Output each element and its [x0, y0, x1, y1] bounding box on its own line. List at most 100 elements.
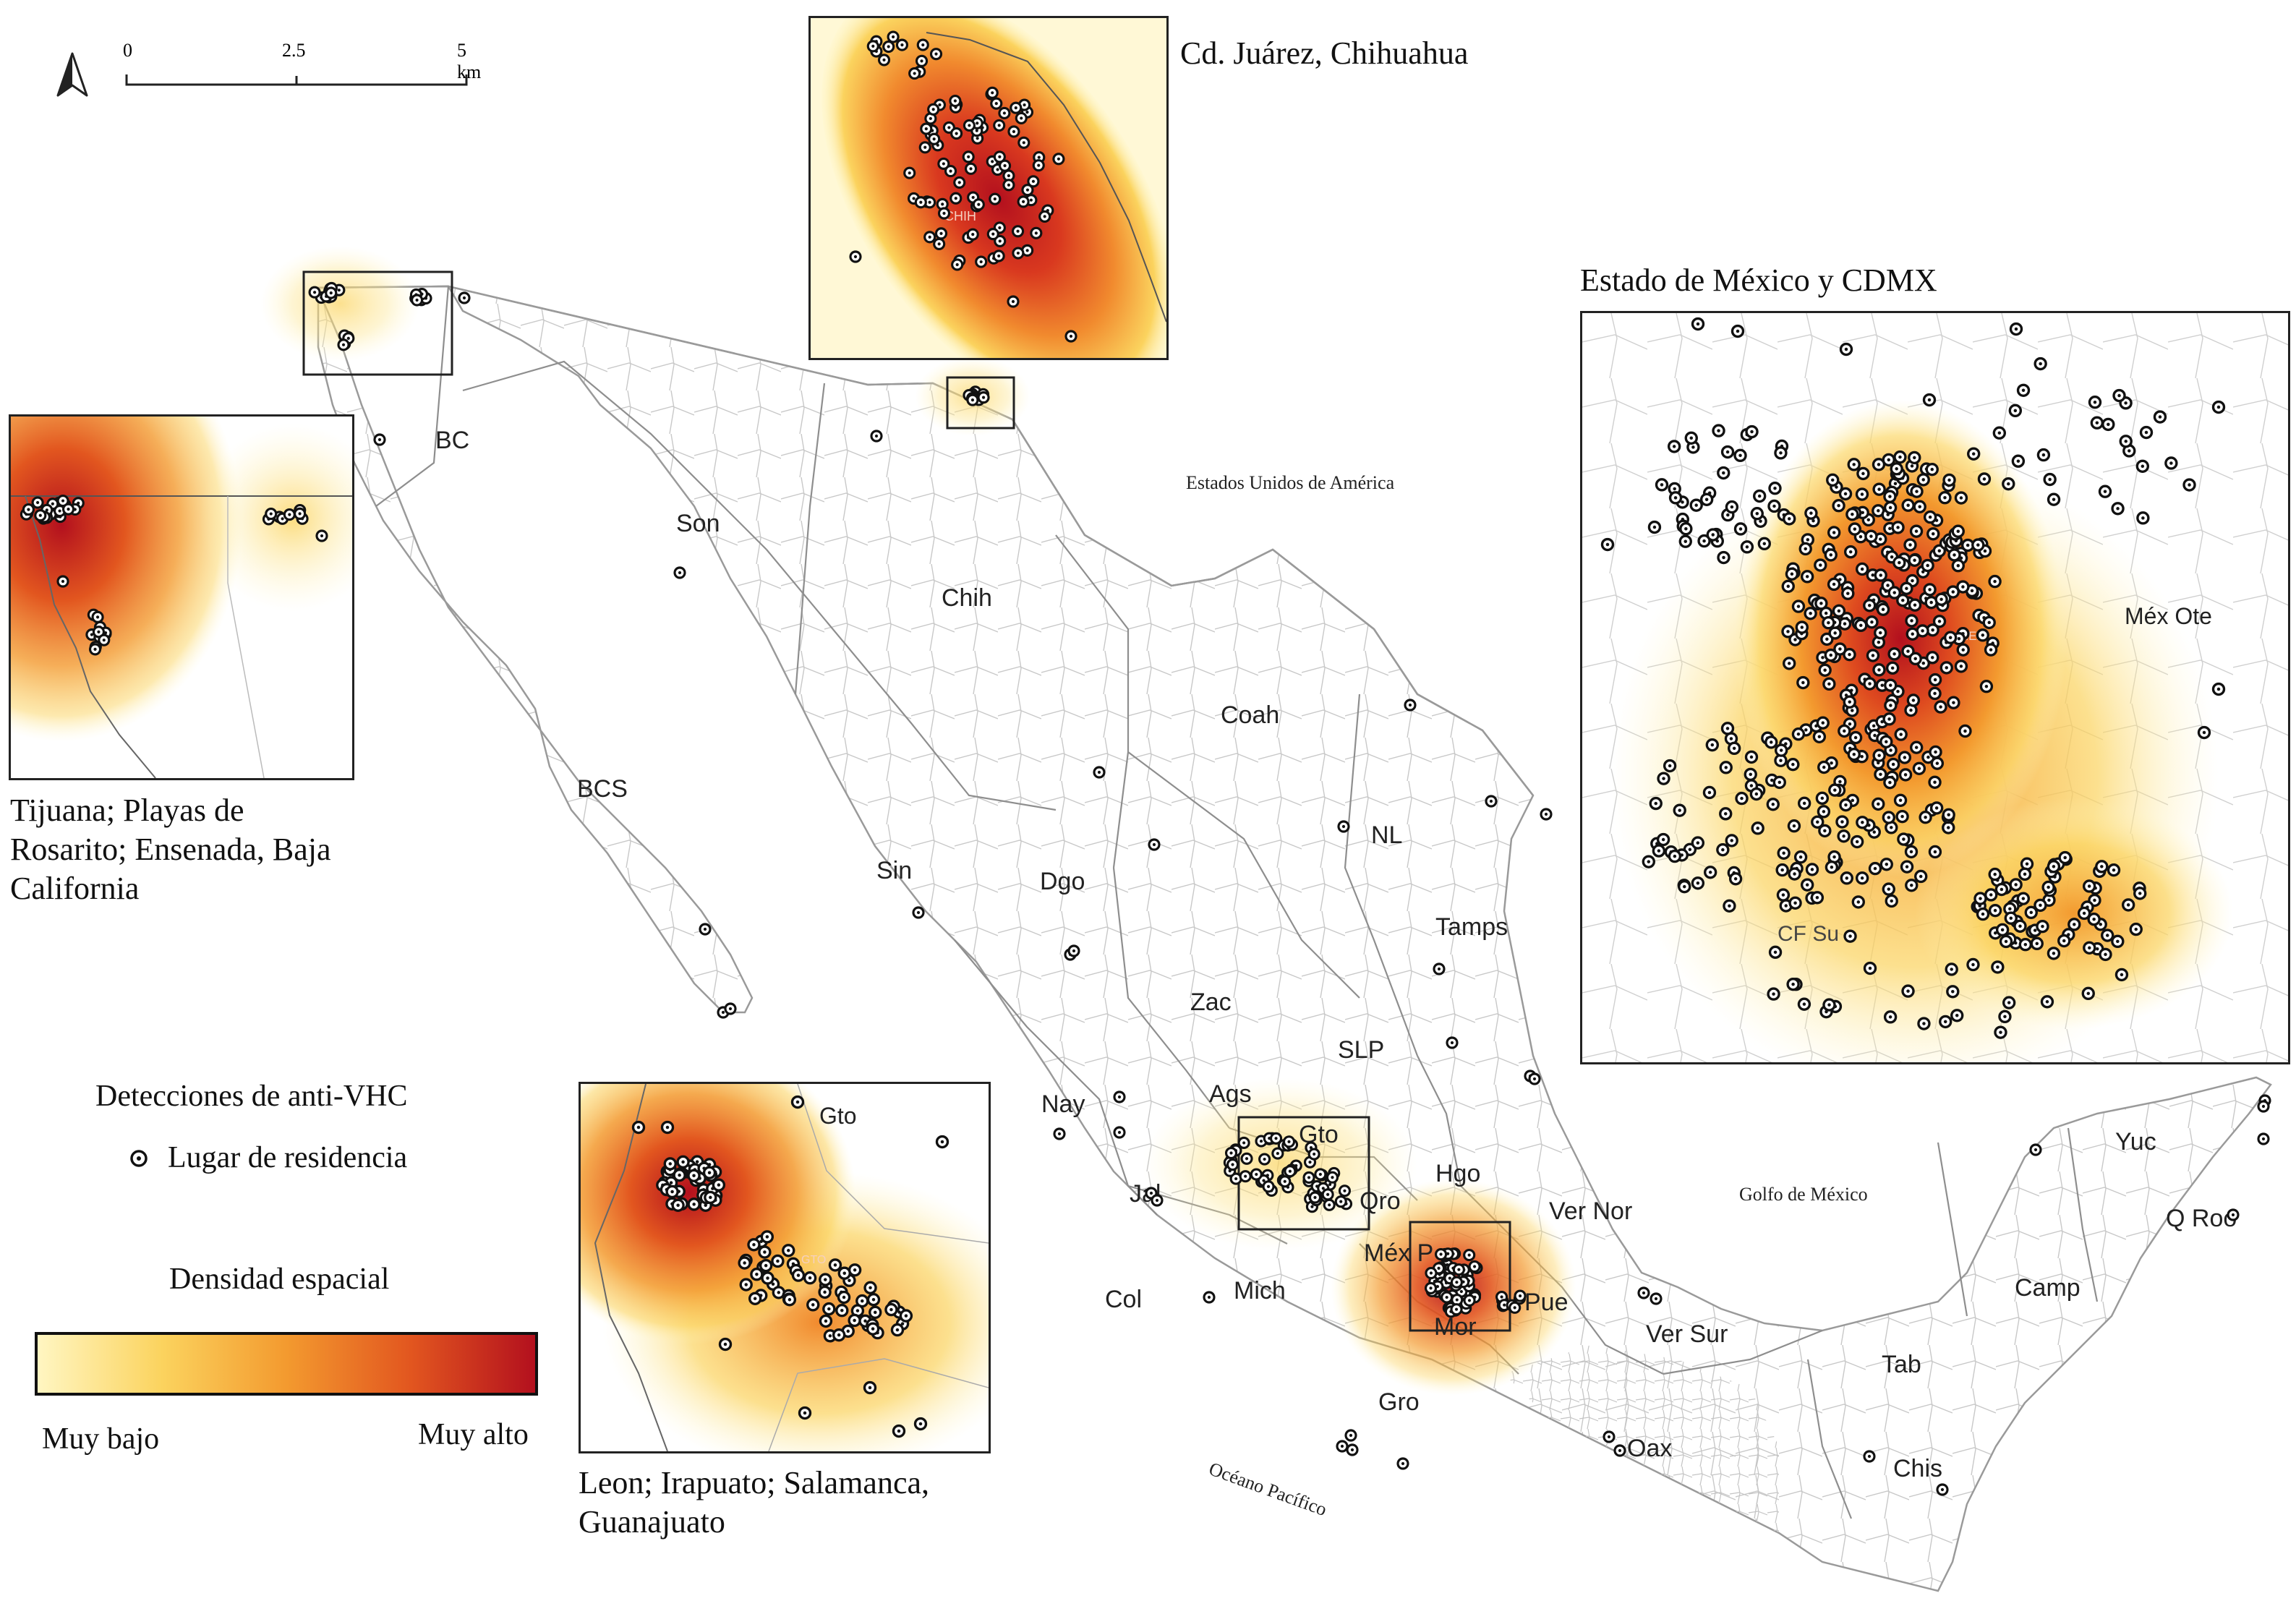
residence-point-center: [979, 260, 983, 264]
residence-point-center: [2033, 1148, 2038, 1152]
residence-point-center: [955, 132, 958, 135]
residence-point-center: [1931, 532, 1935, 536]
residence-point-center: [2013, 409, 2018, 413]
residence-point-center: [1848, 550, 1853, 554]
residence-point-center: [1823, 668, 1827, 672]
inset-leon-label: GTO: [801, 1254, 826, 1266]
residence-point-center: [1838, 647, 1842, 651]
residence-point-center: [842, 1271, 846, 1275]
residence-point-center: [1726, 513, 1730, 517]
residence-point-center: [928, 235, 931, 239]
residence-point-center: [1877, 463, 1881, 466]
residence-point-center: [1873, 733, 1877, 738]
residence-point-center: [1829, 553, 1833, 557]
residence-point-center: [1931, 628, 1934, 632]
residence-point-center: [1871, 573, 1874, 577]
residence-point-center: [923, 145, 927, 149]
residence-point-center: [1072, 949, 1076, 953]
residence-point-center: [2116, 507, 2120, 511]
residence-point-center: [1804, 547, 1807, 551]
residence-point-center: [1804, 728, 1808, 732]
residence-point-center: [863, 1319, 867, 1323]
residence-point-center: [900, 1322, 905, 1325]
residence-point-center: [1796, 605, 1801, 608]
residence-point-center: [949, 169, 952, 173]
residence-point-center: [1652, 525, 1657, 529]
residence-point-center: [1981, 912, 1985, 916]
residence-point-center: [2062, 939, 2066, 943]
residence-point-center: [2216, 405, 2221, 409]
residence-point-center: [912, 197, 916, 200]
residence-point-center: [918, 1422, 923, 1426]
state-label-mich: Mich: [1234, 1277, 1286, 1305]
residence-point-center: [2124, 440, 2128, 443]
residence-point-center: [1037, 163, 1041, 167]
residence-point-center: [2047, 898, 2051, 902]
residence-point-center: [1689, 436, 1694, 440]
residence-point-center: [1014, 106, 1017, 110]
residence-point-center: [346, 336, 350, 340]
residence-point-center: [1283, 1179, 1286, 1183]
residence-point-center: [1914, 746, 1919, 749]
residence-point-center: [1852, 752, 1856, 756]
residence-point-center: [1861, 471, 1865, 476]
locator-center: [1409, 1221, 1511, 1332]
residence-point-center: [1851, 709, 1854, 712]
state-label-dgo: Dgo: [1040, 868, 1085, 895]
residence-point-center: [1816, 820, 1819, 824]
residence-point-center: [811, 1303, 815, 1307]
residence-point-center: [2103, 490, 2107, 493]
residence-point-center: [1455, 1298, 1459, 1302]
residence-point-center: [1020, 116, 1023, 120]
residence-point-center: [1688, 847, 1692, 852]
residence-point-center: [1852, 463, 1856, 466]
residence-point-center: [721, 1010, 725, 1015]
residence-point-center: [1805, 883, 1809, 887]
state-label-bcs: BCS: [577, 775, 628, 803]
residence-point-center: [1822, 810, 1826, 814]
residence-point-center: [2202, 730, 2206, 735]
residence-point-center: [994, 102, 998, 106]
residence-point-center: [1860, 876, 1864, 880]
residence-point-center: [1445, 1295, 1448, 1299]
residence-point-center: [2093, 400, 2097, 404]
residence-point-center: [1909, 850, 1913, 854]
residence-point-center: [1012, 129, 1016, 134]
residence-point-center: [1532, 1077, 1537, 1081]
residence-point-center: [744, 1283, 748, 1286]
residence-point-center: [1618, 1448, 1622, 1453]
inset-leon-map: Gto GTO: [581, 1084, 989, 1451]
inset-edomex: MEX Méx Ote CF Su: [1580, 311, 2290, 1064]
residence-point-center: [1263, 1157, 1266, 1161]
residence-point-center: [1518, 1294, 1522, 1298]
state-label-nay: Nay: [1041, 1090, 1085, 1118]
residence-point-center: [692, 1174, 696, 1178]
residence-point-center: [1722, 471, 1725, 475]
residence-point-center: [2261, 1137, 2266, 1141]
residence-point-center: [1851, 512, 1854, 516]
residence-point-center: [1922, 1022, 1926, 1025]
residence-point-center: [1318, 1172, 1322, 1177]
residence-point-center: [2126, 903, 2130, 907]
residence-point-center: [1924, 815, 1927, 819]
residence-point-center: [1340, 1444, 1344, 1448]
residence-point-center: [2008, 907, 2012, 911]
residence-point-center: [1886, 584, 1890, 587]
residence-point-center: [1888, 526, 1892, 531]
residence-point-center: [2216, 687, 2221, 691]
residence-point-center: [1683, 884, 1686, 889]
residence-point-center: [1898, 798, 1903, 803]
mexico-outline: [310, 285, 2272, 1592]
residence-point-center: [2082, 911, 2086, 915]
residence-point-center: [102, 639, 106, 642]
residence-point-center: [1668, 764, 1672, 768]
residence-point-center: [1489, 799, 1493, 803]
residence-point-center: [889, 1307, 893, 1312]
residence-point-center: [776, 1259, 780, 1263]
residence-point-center: [1956, 529, 1960, 533]
residence-point-center: [954, 197, 957, 200]
residence-point-center: [1898, 560, 1901, 565]
residence-point-center: [1793, 872, 1796, 876]
residence-point-center: [970, 398, 975, 402]
